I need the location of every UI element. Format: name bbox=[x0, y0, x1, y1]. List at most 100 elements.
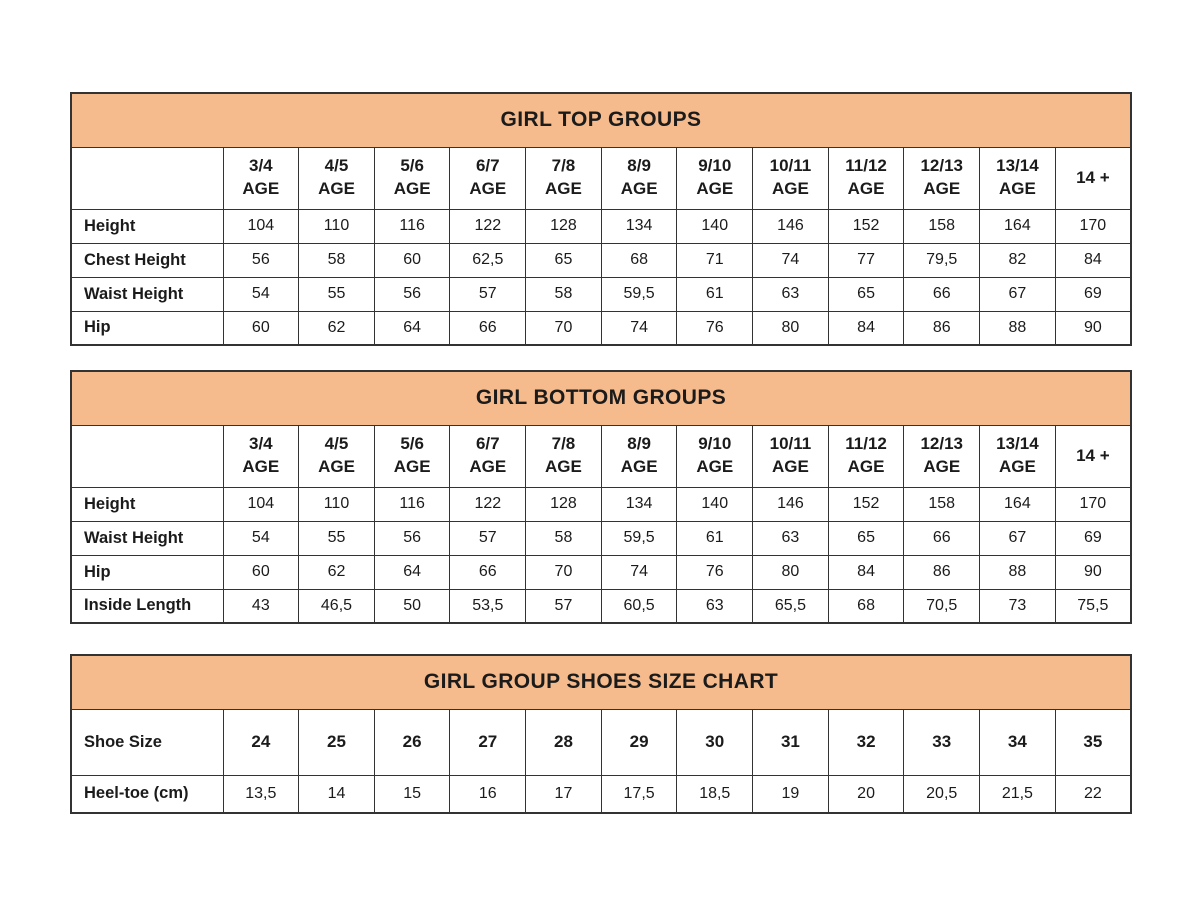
age-suffix: AGE bbox=[847, 457, 885, 476]
value-cell: 65 bbox=[525, 242, 602, 278]
value-cell: 60 bbox=[373, 242, 451, 278]
row-label: Height bbox=[70, 486, 224, 522]
age-range: 14 + bbox=[1076, 445, 1110, 465]
value-cell: 82 bbox=[979, 242, 1056, 278]
age-suffix: AGE bbox=[545, 179, 582, 198]
value-cell: 164 bbox=[979, 486, 1056, 522]
value-cell: 86 bbox=[903, 554, 981, 590]
value-cell: 63 bbox=[752, 276, 829, 312]
row-label: Inside Length bbox=[70, 588, 224, 624]
value-cell: 55 bbox=[298, 276, 375, 312]
age-range: 6/7 bbox=[475, 156, 500, 176]
value-cell: 57 bbox=[525, 588, 602, 624]
value-cell: 25 bbox=[298, 708, 375, 776]
value-cell: 19 bbox=[752, 774, 829, 814]
value-cell: 69 bbox=[1054, 520, 1132, 556]
value-cell: 70 bbox=[525, 554, 602, 590]
age-suffix: AGE bbox=[318, 179, 355, 198]
value-cell: 134 bbox=[600, 486, 678, 522]
age-range: 9/10 bbox=[698, 434, 732, 454]
value-cell: 88 bbox=[979, 554, 1056, 590]
age-suffix: AGE bbox=[998, 457, 1036, 476]
value-cell: 55 bbox=[298, 520, 375, 556]
table-row: Shoe Size 24 25 26 27 28 29 30 31 32 33 34 35 bbox=[70, 708, 1132, 776]
age-column-header: 6/7 AGE bbox=[449, 424, 527, 488]
value-cell: 122 bbox=[449, 486, 527, 522]
table-row: Height 104 110 116 122 128 134 140 146 152 158 164 1… bbox=[70, 208, 1132, 244]
age-range: 11/12 bbox=[845, 156, 887, 176]
age-range: 10/11 bbox=[769, 434, 812, 454]
row-label: Height bbox=[70, 208, 224, 244]
value-cell: 61 bbox=[676, 520, 754, 556]
value-cell: 16 bbox=[449, 774, 527, 814]
table-row: Waist Height 54 55 56 57 58 59,5 61 63 65 66 67 69 bbox=[70, 276, 1132, 312]
value-cell: 68 bbox=[600, 242, 678, 278]
age-range: 4/5 bbox=[324, 156, 349, 176]
age-column-header: 11/12 AGE bbox=[827, 146, 905, 210]
age-range: 7/8 bbox=[551, 156, 576, 176]
age-column-header: 14 + bbox=[1054, 146, 1132, 210]
value-cell: 21,5 bbox=[979, 774, 1056, 814]
value-cell: 79,5 bbox=[903, 242, 981, 278]
value-cell: 58 bbox=[525, 520, 602, 556]
age-suffix: AGE bbox=[772, 457, 809, 476]
girl-shoes-size-table: GIRL GROUP SHOES SIZE CHART Shoe Size 24 25… bbox=[70, 654, 1132, 814]
value-cell: 60 bbox=[222, 554, 300, 590]
value-cell: 140 bbox=[676, 208, 754, 244]
table-row: Hip 60 62 64 66 70 74 76 80 84 86 88 90 bbox=[70, 310, 1132, 346]
table-row: Height 104 110 116 122 128 134 140 146 152 158 164 1… bbox=[70, 486, 1132, 522]
age-range: 12/13 bbox=[920, 434, 963, 454]
age-column-header: 4/5 AGE bbox=[298, 146, 375, 210]
value-cell: 68 bbox=[827, 588, 905, 624]
age-column-header: 8/9 AGE bbox=[600, 424, 678, 488]
age-column-header: 12/13 AGE bbox=[903, 146, 981, 210]
girl-shoes-size-grid: GIRL GROUP SHOES SIZE CHART Shoe Size 24 25… bbox=[70, 654, 1132, 814]
value-cell: 75,5 bbox=[1054, 588, 1132, 624]
value-cell: 62,5 bbox=[449, 242, 527, 278]
value-cell: 28 bbox=[525, 708, 602, 776]
value-cell: 164 bbox=[979, 208, 1056, 244]
value-cell: 84 bbox=[827, 554, 905, 590]
age-suffix: AGE bbox=[847, 179, 885, 198]
value-cell: 76 bbox=[676, 310, 754, 346]
corner-cell bbox=[70, 146, 224, 210]
value-cell: 84 bbox=[1054, 242, 1132, 278]
value-cell: 66 bbox=[903, 276, 981, 312]
value-cell: 66 bbox=[449, 310, 527, 346]
value-cell: 146 bbox=[752, 486, 829, 522]
table-title: GIRL GROUP SHOES SIZE CHART bbox=[70, 654, 1132, 710]
value-cell: 24 bbox=[222, 708, 300, 776]
age-suffix: AGE bbox=[772, 179, 809, 198]
row-label: Waist Height bbox=[70, 520, 224, 556]
value-cell: 35 bbox=[1054, 708, 1132, 776]
value-cell: 62 bbox=[298, 310, 375, 346]
value-cell: 53,5 bbox=[449, 588, 527, 624]
value-cell: 63 bbox=[752, 520, 829, 556]
age-range: 11/12 bbox=[845, 434, 887, 454]
value-cell: 59,5 bbox=[600, 520, 678, 556]
age-column-header: 8/9 AGE bbox=[600, 146, 678, 210]
age-suffix: AGE bbox=[242, 457, 280, 476]
age-range: 12/13 bbox=[920, 156, 963, 176]
age-suffix: AGE bbox=[242, 179, 280, 198]
age-suffix: AGE bbox=[923, 457, 961, 476]
value-cell: 170 bbox=[1054, 208, 1132, 244]
age-column-header: 14 + bbox=[1054, 424, 1132, 488]
value-cell: 84 bbox=[827, 310, 905, 346]
value-cell: 34 bbox=[979, 708, 1056, 776]
value-cell: 17 bbox=[525, 774, 602, 814]
value-cell: 158 bbox=[903, 208, 981, 244]
value-cell: 50 bbox=[373, 588, 451, 624]
value-cell: 66 bbox=[449, 554, 527, 590]
value-cell: 76 bbox=[676, 554, 754, 590]
value-cell: 63 bbox=[676, 588, 754, 624]
row-label: Hip bbox=[70, 310, 224, 346]
value-cell: 29 bbox=[600, 708, 678, 776]
row-label: Heel-toe (cm) bbox=[70, 774, 224, 814]
value-cell: 116 bbox=[373, 208, 451, 244]
value-cell: 18,5 bbox=[676, 774, 754, 814]
value-cell: 73 bbox=[979, 588, 1056, 624]
age-suffix: AGE bbox=[696, 179, 734, 198]
value-cell: 60,5 bbox=[600, 588, 678, 624]
value-cell: 67 bbox=[979, 520, 1056, 556]
